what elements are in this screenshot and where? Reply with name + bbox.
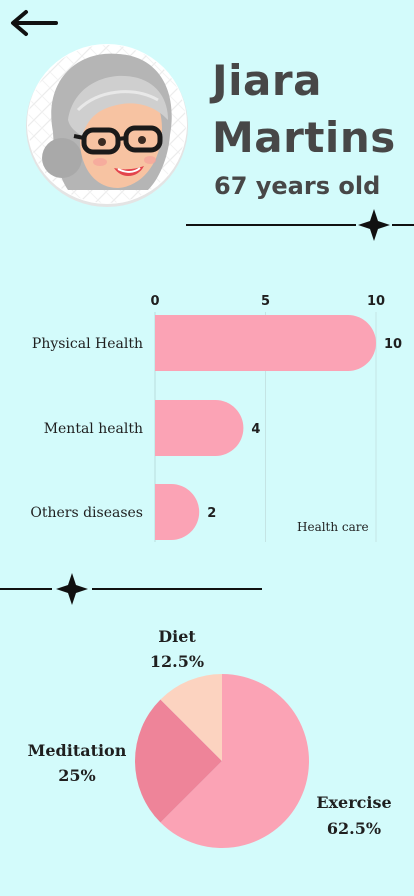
divider-sparkle-right: [186, 209, 414, 241]
pie-slice-label: Diet: [158, 627, 196, 646]
x-tick-label: 10: [367, 294, 385, 309]
wellness-pie-chart: Exercise 62.5% Meditation 25% Diet 12.5%: [28, 627, 392, 848]
bar: [155, 400, 244, 456]
bar: [155, 315, 376, 371]
x-tick-label: 5: [261, 294, 270, 309]
pie-slice-value: 62.5%: [327, 819, 381, 838]
pie-slice-value: 25%: [58, 766, 95, 785]
category-label: Physical Health: [32, 336, 143, 352]
data-label: 10: [384, 337, 402, 352]
user-age: 67 years old: [214, 172, 381, 200]
category-label: Others diseases: [30, 505, 143, 521]
user-first-name: Jiara: [212, 56, 322, 105]
bar: [155, 484, 200, 540]
health-bar-chart: 0 5 10 Physical Health Mental health Others …: [30, 294, 402, 542]
pie-slice: [135, 699, 222, 823]
back-button[interactable]: [6, 6, 62, 40]
pie-slice-value: 12.5%: [150, 652, 204, 671]
pie-slice-label: Meditation: [28, 741, 127, 760]
pie-slice-label: Exercise: [316, 793, 391, 812]
category-label: Mental health: [44, 421, 143, 437]
chart-annotation: Health care: [297, 520, 369, 534]
x-tick-label: 0: [150, 294, 159, 309]
avatar: [18, 40, 196, 208]
pie-slice: [160, 674, 309, 848]
pie-slice: [160, 674, 222, 761]
divider-sparkle-left: [0, 573, 262, 605]
arrow-left-icon: [11, 10, 58, 36]
sparkle-icon: [56, 573, 88, 605]
data-label: 2: [207, 506, 216, 521]
sparkle-icon: [358, 209, 390, 241]
data-label: 4: [251, 422, 260, 437]
user-last-name: Martins: [212, 113, 396, 162]
